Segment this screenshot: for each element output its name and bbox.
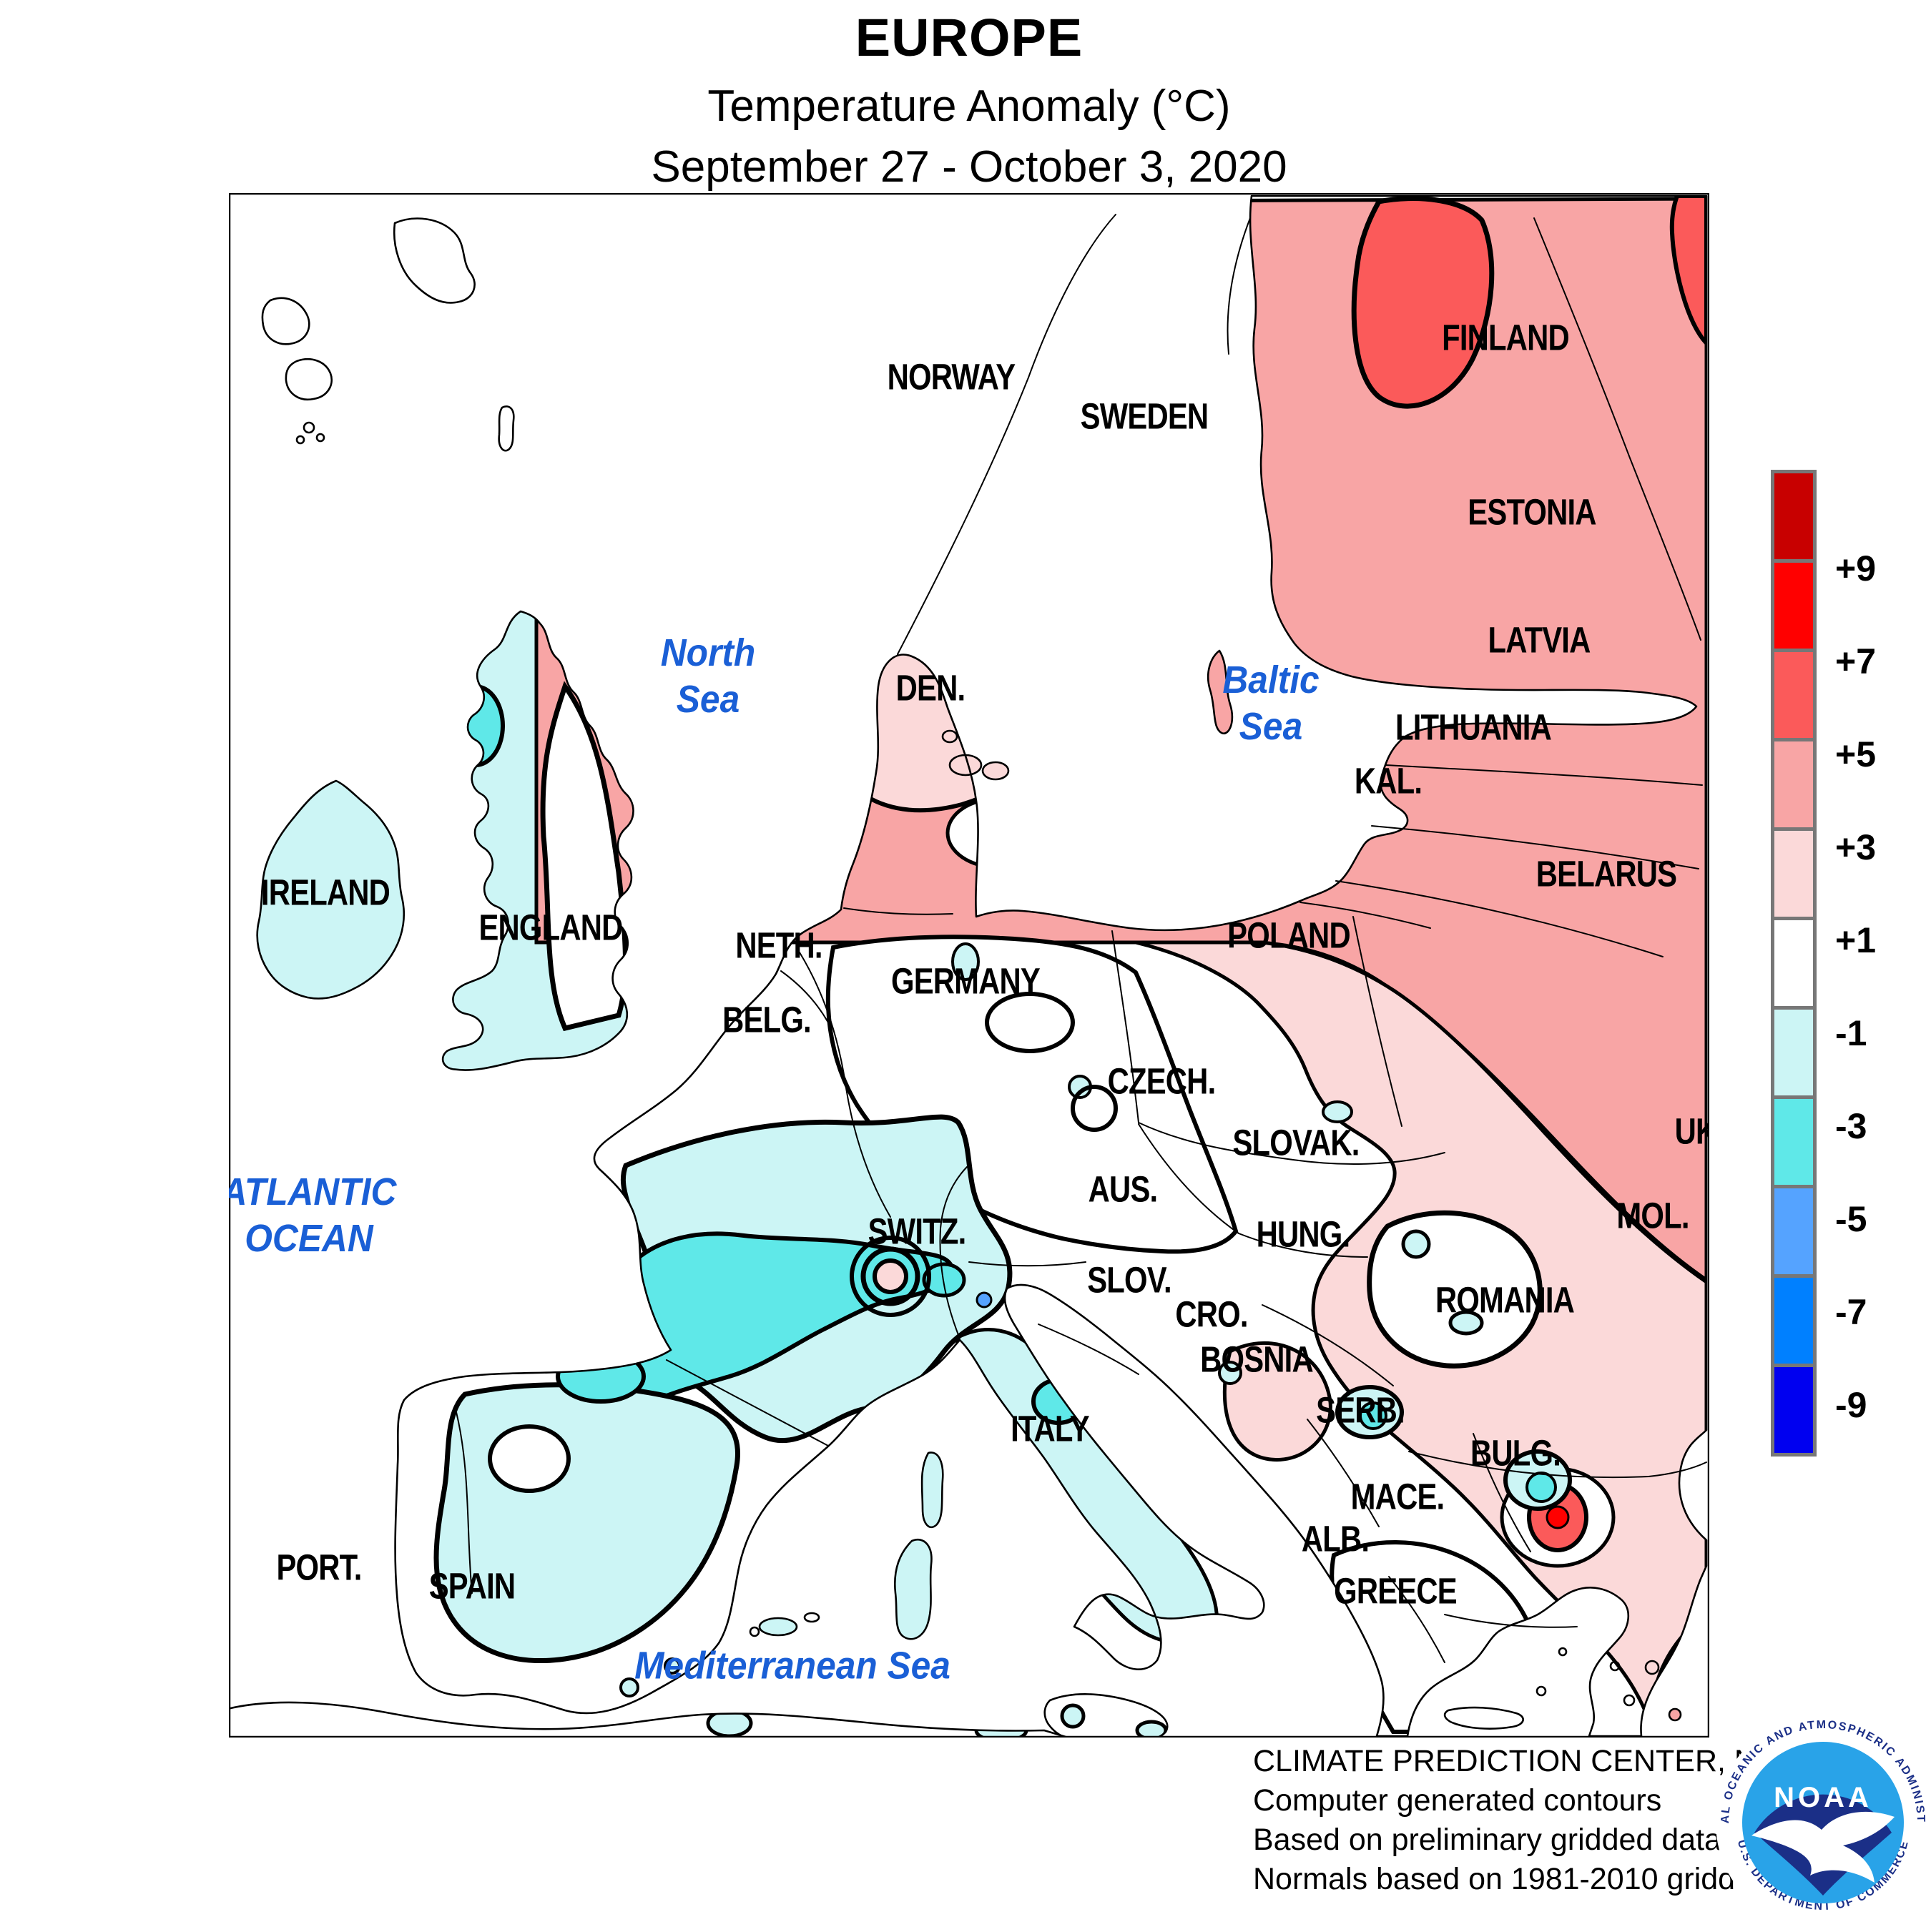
credit-line: CLIMATE PREDICTION CENTER, NOAA	[1253, 1744, 1822, 1778]
country-label: BULG.	[1470, 1432, 1561, 1474]
color-scale-legend	[1771, 470, 1817, 1457]
legend-color-cell	[1771, 1095, 1817, 1188]
country-label: GERMANY	[890, 960, 1041, 1002]
anomaly-shading	[433, 196, 1706, 1738]
sea-label: Mediterranean Sea	[634, 1644, 950, 1687]
noaa-logo: NATIONAL OCEANIC AND ATMOSPHERIC ADMINIS…	[1716, 1715, 1930, 1930]
legend-color-cell	[1771, 1006, 1817, 1099]
legend-value-label: -3	[1835, 1106, 1867, 1146]
country-label: AUS.	[1088, 1168, 1158, 1210]
country-label: GREECE	[1334, 1570, 1458, 1612]
legend-color-cell	[1771, 1364, 1817, 1457]
country-label: ITALY	[1011, 1408, 1090, 1449]
country-borders	[456, 214, 1707, 1663]
legend-value-label: +5	[1835, 734, 1877, 774]
map-title: EUROPE	[855, 8, 1084, 67]
logo-noaa-text: NOAA	[1774, 1782, 1872, 1813]
legend-color-cell	[1771, 738, 1817, 831]
country-label: NORWAY	[887, 356, 1016, 398]
country-label: ALB.	[1301, 1518, 1370, 1559]
legend-value-label: -5	[1835, 1199, 1867, 1239]
country-label: MOL.	[1616, 1195, 1689, 1236]
country-label: ENGLAND	[478, 907, 623, 948]
country-label: BOSNIA	[1200, 1339, 1314, 1380]
legend-color-cell	[1771, 470, 1817, 563]
country-label: BELG.	[722, 999, 812, 1040]
credits-block: CLIMATE PREDICTION CENTER, NOAA Computer …	[1253, 1742, 1838, 1899]
map-subtitle: Temperature Anomaly (°C)	[707, 82, 1231, 131]
sea-label: Baltic Sea	[1222, 659, 1320, 748]
legend-color-cell	[1771, 917, 1817, 1010]
country-label: IRELAND	[260, 872, 390, 913]
sea-label: North Sea	[660, 631, 756, 721]
legend-value-label: +7	[1835, 641, 1877, 681]
country-label: CRO.	[1175, 1293, 1248, 1335]
country-label: KAL.	[1354, 760, 1423, 802]
country-label: FINLAND	[1442, 317, 1570, 358]
credit-line: Computer generated contours	[1253, 1783, 1662, 1818]
country-label: SERB.	[1316, 1389, 1405, 1431]
country-label: UK	[1674, 1110, 1709, 1152]
country-label: DEN.	[895, 667, 966, 709]
map-date-range: September 27 - October 3, 2020	[651, 142, 1287, 192]
legend-color-cell	[1771, 1274, 1817, 1367]
country-label: SLOV.	[1087, 1259, 1171, 1301]
legend-value-label: +9	[1835, 548, 1877, 588]
country-label: SWEDEN	[1080, 395, 1209, 437]
legend-color-cell	[1771, 559, 1817, 652]
legend-color-cell	[1771, 827, 1817, 920]
map-canvas	[229, 193, 1709, 1738]
europe-anomaly-map: NORWAY SWEDEN FINLAND ESTONIA LATVIA LITHUANI…	[229, 193, 1709, 1738]
country-label: PORT.	[276, 1547, 362, 1588]
country-label: BELARUS	[1536, 853, 1677, 894]
country-label: MACE.	[1350, 1476, 1445, 1517]
country-label: POLAND	[1227, 915, 1350, 956]
legend-value-label: +3	[1835, 827, 1877, 867]
country-label: ESTONIA	[1468, 491, 1596, 533]
seagull-icon	[1751, 1811, 1895, 1883]
legend-value-label: -7	[1835, 1292, 1867, 1332]
credit-line: Based on preliminary gridded data	[1253, 1823, 1721, 1857]
country-label: NETH.	[735, 925, 822, 966]
country-label: SLOVAK.	[1232, 1122, 1360, 1163]
title-block: EUROPE Temperature Anomaly (°C) Septembe…	[229, 7, 1709, 192]
country-label: ROMANIA	[1435, 1279, 1575, 1321]
country-label: HUNG.	[1256, 1213, 1350, 1255]
legend-color-cell	[1771, 649, 1817, 741]
map-frame	[229, 193, 1709, 1738]
country-label: LITHUANIA	[1395, 706, 1552, 748]
legend-color-cell	[1771, 1185, 1817, 1278]
country-label: SPAIN	[428, 1565, 516, 1607]
country-label: SWITZ.	[868, 1211, 967, 1252]
country-label: CZECH.	[1107, 1060, 1217, 1102]
legend-value-label: -1	[1835, 1013, 1867, 1053]
country-label: LATVIA	[1488, 619, 1591, 661]
legend-value-label: -9	[1835, 1385, 1867, 1425]
legend-value-label: +1	[1835, 920, 1877, 960]
sea-label: ATLANTIC OCEAN	[229, 1170, 397, 1260]
